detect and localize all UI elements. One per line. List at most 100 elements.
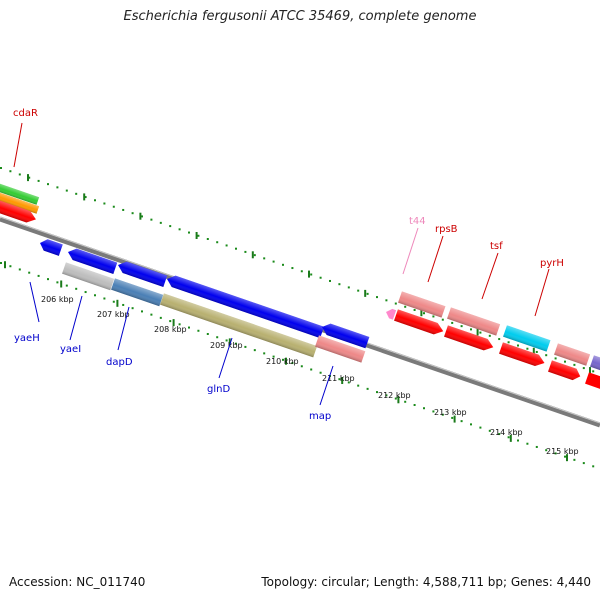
gene-pyrH xyxy=(499,342,545,367)
lower-track-minor-tick xyxy=(47,278,49,281)
lower-track-minor-tick xyxy=(178,323,181,326)
upper-track-minor-tick xyxy=(329,279,331,282)
upper-track-minor-tick xyxy=(282,263,284,266)
lower-track-minor-tick xyxy=(488,429,491,432)
lower-track-minor-tick xyxy=(526,442,529,445)
upper-track-minor-tick xyxy=(554,357,557,360)
callout-cdaR xyxy=(13,122,23,168)
upper-track-minor-tick xyxy=(178,228,181,231)
lower-track-minor-tick xyxy=(65,284,68,287)
upper-track-minor-tick xyxy=(310,273,313,276)
gene-salmon-3 xyxy=(554,343,591,366)
upper-track-minor-tick xyxy=(141,215,143,218)
lower-track-minor-tick xyxy=(592,465,595,468)
lower-track-minor-tick xyxy=(564,455,566,458)
kbp-label-206: 206 kbp xyxy=(41,295,74,304)
upper-track-minor-tick xyxy=(253,254,256,257)
upper-track-minor-tick xyxy=(357,289,360,292)
gene-t44-pink xyxy=(386,308,397,320)
callout-map xyxy=(319,365,334,406)
lower-track-minor-tick xyxy=(18,268,21,271)
lower-track-minor-tick xyxy=(479,426,482,429)
gene-yaeH xyxy=(40,239,63,256)
kbp-label-211: 211 kbp xyxy=(322,374,355,383)
kbp-label-209: 209 kbp xyxy=(210,341,243,350)
gene-steelblue xyxy=(111,278,164,307)
lower-track-minor-tick xyxy=(94,294,96,297)
lower-track-minor-tick xyxy=(338,378,341,381)
kbp-label-215: 215 kbp xyxy=(546,447,579,456)
upper-track-minor-tick xyxy=(338,283,341,286)
upper-track-minor-tick xyxy=(47,183,49,186)
upper-track-minor-tick xyxy=(84,196,87,199)
lower-track-minor-tick xyxy=(188,326,190,329)
lower-track-minor-tick xyxy=(470,423,472,426)
gene-red-partial xyxy=(0,194,36,223)
lower-track-minor-tick xyxy=(272,355,275,358)
gene-red-partial-right xyxy=(585,372,600,391)
upper-track-minor-tick xyxy=(564,360,566,363)
upper-track-minor-tick xyxy=(479,331,482,334)
lower-track-minor-tick xyxy=(554,452,557,455)
lower-track-minor-tick xyxy=(441,413,444,416)
kbp-label-207: 207 kbp xyxy=(97,310,130,319)
upper-track-minor-tick xyxy=(159,221,162,224)
upper-track-minor-tick xyxy=(235,247,237,250)
upper-track-minor-tick xyxy=(18,173,21,176)
lower-track-minor-tick xyxy=(573,458,576,461)
upper-tick-track xyxy=(0,167,595,375)
upper-track-minor-tick xyxy=(122,208,125,211)
genome-title: Escherichia fergusonii ATCC 35469, compl… xyxy=(123,9,477,24)
gene-label-cdaR: cdaR xyxy=(13,108,38,119)
lower-track-minor-tick xyxy=(37,274,40,277)
upper-track-minor-tick xyxy=(56,186,59,189)
gene-olive xyxy=(160,293,318,358)
upper-track-minor-tick xyxy=(300,270,303,273)
upper-track-minor-tick xyxy=(470,328,472,331)
upper-track-minor-tick xyxy=(441,318,444,321)
gene-red-4 xyxy=(548,360,581,381)
lower-track-minor-tick xyxy=(112,300,115,303)
gene-label-glnD: glnD xyxy=(207,384,230,395)
upper-track-minor-tick xyxy=(376,296,378,299)
lower-track-minor-tick xyxy=(75,287,78,290)
upper-track-minor-tick xyxy=(394,302,397,305)
upper-track-minor-tick xyxy=(28,176,31,179)
upper-track-minor-tick xyxy=(347,286,350,289)
gene-label-tsf: tsf xyxy=(490,241,503,252)
topology-label: Topology: circular; Length: 4,588,711 bp… xyxy=(261,575,591,589)
lower-tick-track xyxy=(0,261,595,468)
upper-track-minor-tick xyxy=(112,205,115,208)
upper-track-minor-tick xyxy=(385,299,388,302)
callout-yaeI xyxy=(69,295,83,341)
lower-track-minor-tick xyxy=(517,439,519,442)
upper-track-minor-tick xyxy=(225,244,228,247)
upper-track-minor-tick xyxy=(131,212,134,215)
kbp-label-210: 210 kbp xyxy=(266,357,299,366)
upper-track-minor-tick xyxy=(573,363,576,366)
upper-track-minor-tick xyxy=(216,241,219,244)
lower-track-minor-tick xyxy=(122,303,125,306)
kbp-label-208: 208 kbp xyxy=(154,325,187,334)
upper-track-minor-tick xyxy=(432,315,435,318)
upper-track-minor-tick xyxy=(582,367,585,370)
lower-track-minor-tick xyxy=(225,339,228,342)
upper-track-minor-tick xyxy=(545,354,548,357)
upper-track-minor-tick xyxy=(319,276,322,279)
upper-track-minor-tick xyxy=(451,321,454,324)
lower-track-minor-tick xyxy=(545,449,548,452)
upper-track-minor-tick xyxy=(460,325,463,328)
lower-track-minor-tick xyxy=(347,381,350,384)
upper-track-minor-tick xyxy=(488,334,491,337)
lower-track-minor-tick xyxy=(28,271,31,274)
gene-salmon-2 xyxy=(447,307,501,336)
gene-orange-partial xyxy=(0,186,40,214)
upper-track-minor-tick xyxy=(169,225,172,228)
upper-track-minor-tick xyxy=(65,189,68,192)
lower-track-minor-tick xyxy=(366,387,369,390)
lower-track-minor-tick xyxy=(432,410,435,413)
gene-salmon-map xyxy=(315,335,366,363)
callout-dapD xyxy=(117,306,130,351)
gene-label-dapD: dapD xyxy=(106,357,133,368)
gene-map-blue xyxy=(322,323,370,349)
